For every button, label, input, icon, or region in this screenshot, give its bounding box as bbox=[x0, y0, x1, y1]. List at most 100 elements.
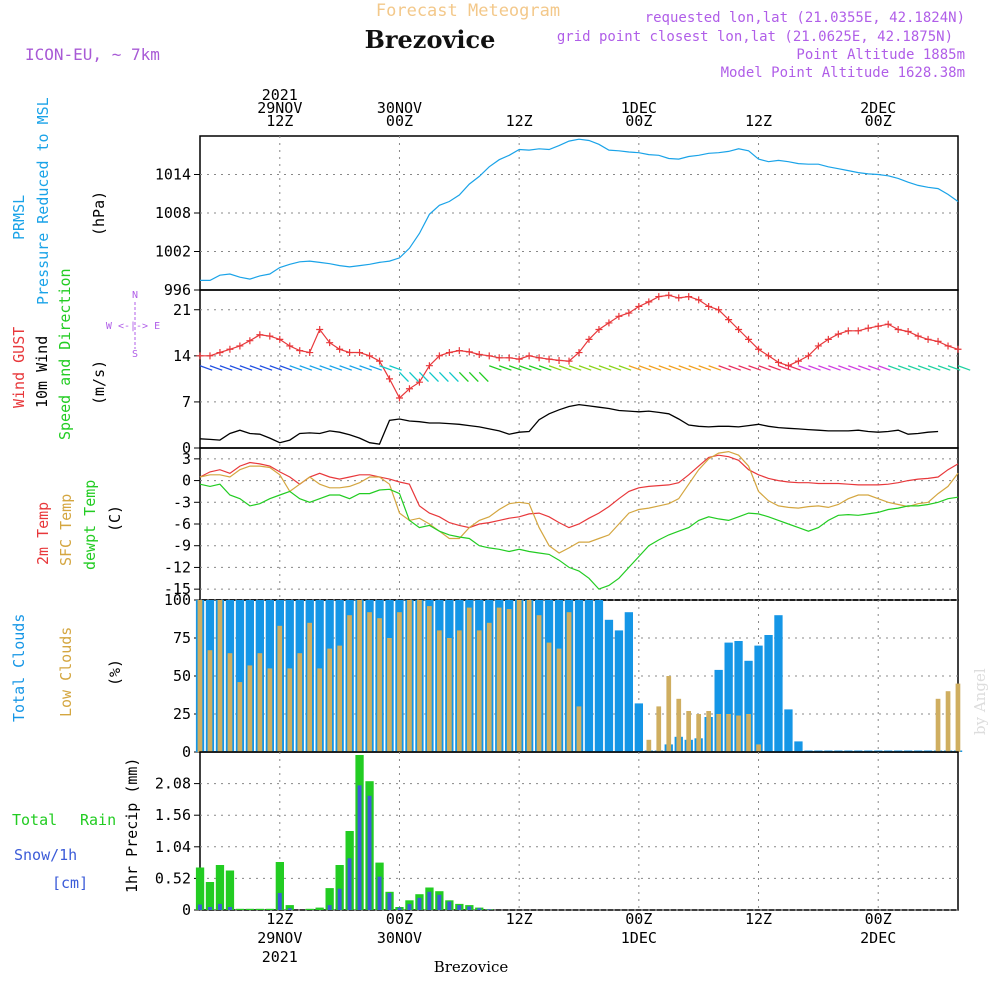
wind-direction-arrow bbox=[209, 365, 223, 371]
cloud-total-bar bbox=[235, 600, 245, 752]
wind-compass: N W <-|-> E S bbox=[106, 290, 160, 360]
cloud-low-bar bbox=[307, 622, 312, 752]
cloud-low-bar bbox=[197, 600, 203, 752]
wind-gust-marker bbox=[954, 345, 962, 353]
wind-gust-marker bbox=[884, 320, 892, 328]
precip-total-bar bbox=[305, 908, 314, 910]
precip-axis-title: 1hr Precip (mm) bbox=[123, 758, 141, 893]
cloud-low-bar bbox=[646, 739, 652, 752]
wind-direction-arrow bbox=[448, 371, 459, 383]
temp-tick-label: -6 bbox=[173, 515, 191, 533]
cloud-low-bar bbox=[227, 653, 233, 752]
wind-direction-arrow bbox=[249, 365, 263, 371]
temp-tick-label: -15 bbox=[164, 580, 191, 598]
cloud-low-bar bbox=[726, 714, 731, 752]
wind-direction-arrow bbox=[718, 365, 732, 371]
wind-direction-arrow bbox=[648, 365, 662, 371]
cloud-low-bar bbox=[496, 607, 502, 752]
precip-frame bbox=[199, 751, 959, 911]
wind-direction-arrow bbox=[678, 365, 692, 371]
precip-total-bar bbox=[195, 867, 205, 910]
cloud-low-bar bbox=[287, 668, 293, 752]
wind-gust-marker bbox=[755, 345, 763, 353]
wind-direction-arrow bbox=[548, 365, 562, 371]
wind-direction-arrow bbox=[957, 365, 971, 371]
cloud-low-bar bbox=[486, 622, 492, 752]
cloud-low-bar bbox=[576, 706, 582, 752]
cloud-low-bar bbox=[516, 600, 522, 752]
cloud-low-bar bbox=[945, 691, 951, 752]
wind-gust-marker bbox=[475, 351, 483, 359]
cloud-low-bar bbox=[387, 638, 392, 752]
wind-direction-arrow bbox=[818, 365, 831, 371]
wind-direction-arrow bbox=[947, 365, 961, 371]
cloud-low-bar bbox=[337, 645, 342, 752]
model-altitude: Model Point Altitude 1628.38m bbox=[721, 65, 965, 81]
temp-tick-label: -3 bbox=[173, 493, 191, 511]
wind-gust-marker bbox=[765, 352, 772, 360]
precip-snow-bar bbox=[407, 903, 412, 910]
compass-n: N bbox=[132, 290, 138, 301]
wind-direction-arrow bbox=[359, 365, 373, 371]
wind-gust-marker bbox=[555, 356, 563, 364]
wind-gust-marker bbox=[814, 342, 822, 350]
bottom-axis-label: 2021 bbox=[262, 948, 298, 966]
wind-direction-arrow bbox=[239, 365, 253, 371]
wind-gust-marker bbox=[924, 335, 932, 343]
bottom-axis-label: 00Z bbox=[386, 910, 413, 928]
cloud-low-bar bbox=[696, 714, 701, 752]
precip-snow-bar bbox=[367, 795, 372, 910]
product-title: Forecast Meteogram bbox=[376, 1, 560, 21]
wind-gust-marker bbox=[794, 357, 802, 365]
cloud-low-bar bbox=[427, 606, 432, 752]
cloud-low-bar bbox=[476, 630, 482, 752]
temp-dew-line bbox=[199, 483, 959, 590]
precip-tick-label: 1.04 bbox=[155, 838, 191, 856]
cloud-low-bar bbox=[377, 618, 382, 752]
cloud-total-bar bbox=[634, 703, 643, 752]
point-altitude: Point Altitude 1885m bbox=[796, 47, 965, 63]
clouds-tick-label: 75 bbox=[173, 629, 191, 647]
cloud-total-bar bbox=[714, 669, 723, 752]
cloud-low-bar bbox=[417, 600, 422, 752]
wind-direction-arrow bbox=[788, 365, 801, 371]
top-axis-label: 2021 bbox=[262, 86, 298, 104]
wind-gust-marker bbox=[296, 347, 304, 355]
wind-direction-arrow bbox=[638, 365, 652, 371]
precip-total-bar bbox=[315, 907, 324, 910]
wind-unit: (m/s) bbox=[90, 360, 108, 405]
bottom-axis-label: 00Z bbox=[625, 910, 652, 928]
wind-direction-arrow bbox=[668, 365, 682, 371]
cloud-low-bar bbox=[666, 676, 672, 752]
wind-direction-arrow bbox=[628, 365, 642, 371]
wind-direction-arrow bbox=[868, 365, 881, 371]
wind-gust-marker bbox=[425, 362, 433, 370]
cloud-total-bar bbox=[724, 642, 733, 752]
precip-snow-bar bbox=[387, 893, 392, 910]
precip-label-snow: Snow/1h bbox=[14, 846, 77, 864]
wind-gust-marker bbox=[236, 342, 244, 350]
wind-tick-label: 14 bbox=[173, 347, 191, 365]
precip-tick-label: 1.56 bbox=[155, 806, 191, 824]
wind-direction-arrow bbox=[508, 365, 522, 371]
precip-snow-bar bbox=[327, 905, 332, 910]
wind-gust-marker bbox=[824, 335, 832, 343]
wind-gust-marker bbox=[196, 352, 204, 360]
wind-direction-arrow bbox=[259, 365, 273, 371]
bottom-axis-label: 29NOV bbox=[257, 929, 302, 947]
top-axis-label: 29NOV bbox=[257, 99, 302, 117]
wind-gust-marker bbox=[914, 332, 922, 340]
temp-tick-label: 0 bbox=[182, 472, 191, 490]
wind-gust-marker bbox=[415, 378, 423, 386]
bottom-axis-label: 30NOV bbox=[377, 929, 422, 947]
cloud-total-bar bbox=[774, 615, 783, 752]
wind-gust-marker bbox=[316, 326, 324, 333]
wind-tick-label: 21 bbox=[173, 301, 191, 319]
pressure-label-prmsl: PRMSL bbox=[10, 195, 28, 240]
precip-snow-bar bbox=[457, 905, 462, 910]
cloud-low-bar bbox=[207, 650, 213, 752]
wind-direction-arrow bbox=[758, 365, 771, 371]
precip-snow-bar bbox=[397, 907, 402, 910]
temp-tick-label: 3 bbox=[182, 450, 191, 468]
